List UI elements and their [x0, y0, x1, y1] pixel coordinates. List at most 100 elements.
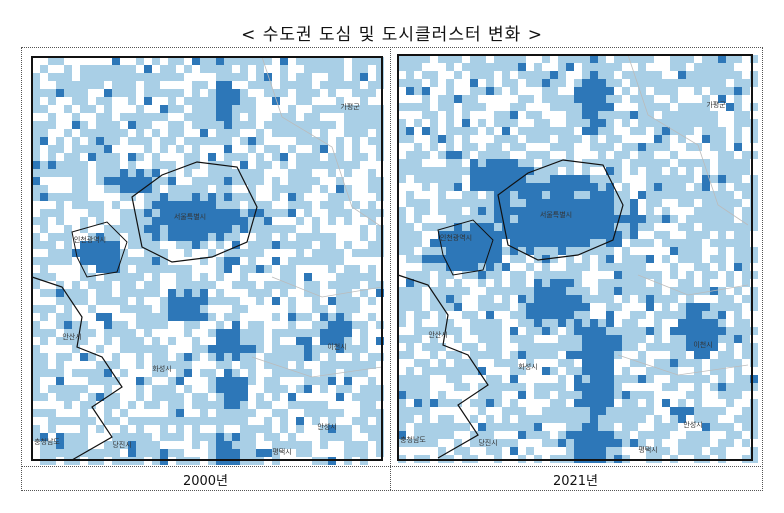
urban-cell	[160, 217, 168, 225]
urban-cell	[478, 383, 486, 391]
urban-cell	[32, 281, 40, 289]
urban-cell	[566, 415, 574, 423]
urban-cell	[702, 63, 710, 71]
urban-cell	[64, 289, 72, 297]
urban-cell	[72, 177, 80, 185]
urban-cell	[486, 231, 494, 239]
urban-cell	[240, 137, 248, 145]
urban-cell	[128, 225, 136, 233]
urban-cell	[200, 113, 208, 121]
urban-cell	[336, 337, 344, 345]
urban-cell	[280, 425, 288, 433]
urban-cell	[296, 329, 304, 337]
urban-cell	[240, 281, 248, 289]
urban-cell	[534, 391, 542, 399]
urban-cell	[80, 321, 88, 329]
urban-cell	[104, 377, 112, 385]
urban-cell	[120, 345, 128, 353]
urban-cell	[478, 167, 486, 175]
urban-cell	[160, 305, 168, 313]
urban-cell	[670, 151, 678, 159]
urban-cell	[742, 415, 750, 423]
urban-cell	[494, 359, 502, 367]
urban-cell	[518, 127, 526, 135]
urban-cell	[160, 65, 168, 73]
urban-cell	[160, 265, 168, 273]
urban-cell	[582, 255, 590, 263]
urban-cell	[526, 95, 534, 103]
urban-cell	[742, 79, 750, 87]
urban-cell	[694, 383, 702, 391]
urban-cell	[192, 193, 200, 201]
urban-cell	[184, 353, 192, 361]
urban-cell	[462, 359, 470, 367]
urban-cell	[40, 217, 48, 225]
urban-cell	[702, 175, 710, 183]
urban-cell	[646, 327, 654, 335]
urban-cell	[296, 441, 304, 449]
urban-cell	[478, 431, 486, 439]
urban-cell	[248, 361, 256, 369]
urban-cell	[502, 119, 510, 127]
urban-cell	[414, 279, 422, 287]
urban-cell	[192, 185, 200, 193]
urban-cell	[328, 425, 336, 433]
urban-cell	[56, 161, 64, 169]
urban-cell	[48, 385, 56, 393]
urban-cell	[224, 361, 232, 369]
urban-cell	[192, 425, 200, 433]
urban-cell	[40, 329, 48, 337]
urban-cell	[40, 369, 48, 377]
urban-cell	[694, 239, 702, 247]
urban-cell	[430, 367, 438, 375]
urban-cell	[248, 409, 256, 417]
urban-cell	[694, 335, 702, 343]
urban-cell	[598, 407, 606, 415]
urban-cell	[104, 169, 112, 177]
urban-cell	[328, 249, 336, 257]
urban-cell	[64, 433, 72, 441]
urban-cell	[550, 87, 558, 95]
urban-cell	[638, 415, 646, 423]
urban-cell	[742, 191, 750, 199]
urban-cell	[192, 417, 200, 425]
urban-cell	[296, 257, 304, 265]
urban-cell	[542, 151, 550, 159]
urban-cell	[160, 201, 168, 209]
urban-cell	[344, 377, 352, 385]
urban-cell	[622, 255, 630, 263]
urban-cell	[232, 105, 240, 113]
urban-cell	[742, 335, 750, 343]
urban-cell	[678, 71, 686, 79]
urban-cell	[726, 239, 734, 247]
urban-cell	[454, 247, 462, 255]
urban-cell	[168, 225, 176, 233]
urban-cell	[360, 337, 368, 345]
urban-cell	[32, 145, 40, 153]
urban-cell	[414, 167, 422, 175]
urban-cell	[598, 279, 606, 287]
urban-cell	[328, 217, 336, 225]
urban-cell	[176, 265, 184, 273]
urban-cell	[288, 265, 296, 273]
urban-cell	[518, 159, 526, 167]
urban-cell	[422, 255, 430, 263]
boundary	[617, 54, 749, 376]
urban-cell	[360, 329, 368, 337]
urban-cell	[582, 287, 590, 295]
urban-cell	[216, 177, 224, 185]
urban-cell	[360, 345, 368, 353]
urban-cell	[136, 273, 144, 281]
urban-cell	[662, 103, 670, 111]
urban-cell	[734, 119, 742, 127]
place-label: 인천광역시	[440, 233, 472, 242]
urban-cell	[96, 201, 104, 209]
urban-cell	[192, 401, 200, 409]
urban-cell	[662, 255, 670, 263]
urban-cell	[72, 121, 80, 129]
urban-cell	[96, 129, 104, 137]
urban-cell	[486, 247, 494, 255]
urban-cell	[478, 391, 486, 399]
urban-cell	[56, 433, 64, 441]
urban-cell	[614, 431, 622, 439]
